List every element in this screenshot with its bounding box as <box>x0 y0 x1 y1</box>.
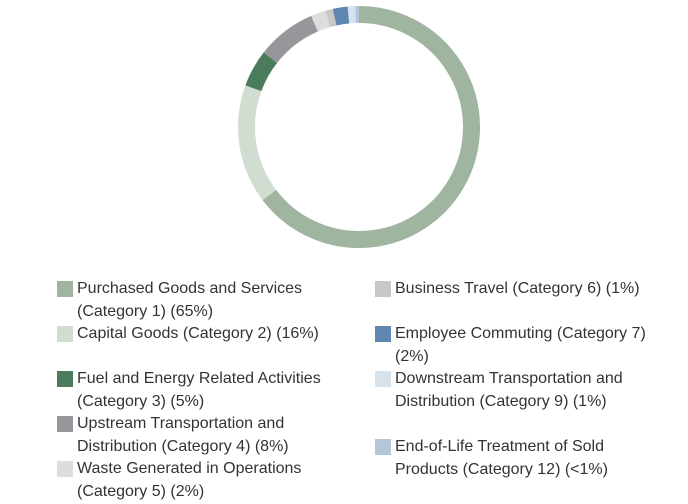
legend-item: Upstream Transportation and Distribution… <box>57 413 339 458</box>
donut-slice <box>262 6 480 248</box>
legend-swatch <box>57 461 73 477</box>
legend-item: Downstream Transportation and Distributi… <box>375 368 657 413</box>
legend-item: Business Travel (Category 6) (1%) <box>375 278 657 301</box>
donut-slice <box>238 85 277 201</box>
legend-label: Downstream Transportation and Distributi… <box>395 370 623 410</box>
legend-swatch <box>375 371 391 387</box>
donut-slice <box>325 8 337 28</box>
legend-label: End-of-Life Treatment of Sold Products (… <box>395 438 608 478</box>
legend-item: Fuel and Energy Related Activities (Cate… <box>57 368 339 413</box>
legend-swatch <box>57 371 73 387</box>
legend-item: Purchased Goods and Services (Category 1… <box>57 278 339 323</box>
legend-item: End-of-Life Treatment of Sold Products (… <box>375 436 657 481</box>
legend-item: Employee Commuting (Category 7) (2%) <box>375 323 657 368</box>
legend-label: Fuel and Energy Related Activities (Cate… <box>77 370 321 410</box>
legend-swatch <box>375 439 391 455</box>
donut-slice <box>263 15 319 64</box>
chart <box>238 6 480 248</box>
legend-label: Purchased Goods and Services (Category 1… <box>77 280 303 320</box>
legend-swatch <box>375 326 391 342</box>
legend-label: Upstream Transportation and Distribution… <box>77 415 289 455</box>
legend-swatch <box>57 416 73 432</box>
legend-label: Capital Goods (Category 2) (16%) <box>77 325 319 342</box>
legend-label: Business Travel (Category 6) (1%) <box>395 280 640 297</box>
donut-slice <box>311 10 331 32</box>
legend-item: Capital Goods (Category 2) (16%) <box>57 323 339 346</box>
legend-label: Waste Generated in Operations (Category … <box>77 460 302 500</box>
legend-item: Waste Generated in Operations (Category … <box>57 458 339 503</box>
legend-label: Employee Commuting (Category 7) (2%) <box>395 325 646 365</box>
legend-swatch <box>57 281 73 297</box>
legend-swatch <box>57 326 73 342</box>
legend-swatch <box>375 281 391 297</box>
donut-slice <box>332 6 350 26</box>
donut-slice <box>245 52 278 92</box>
